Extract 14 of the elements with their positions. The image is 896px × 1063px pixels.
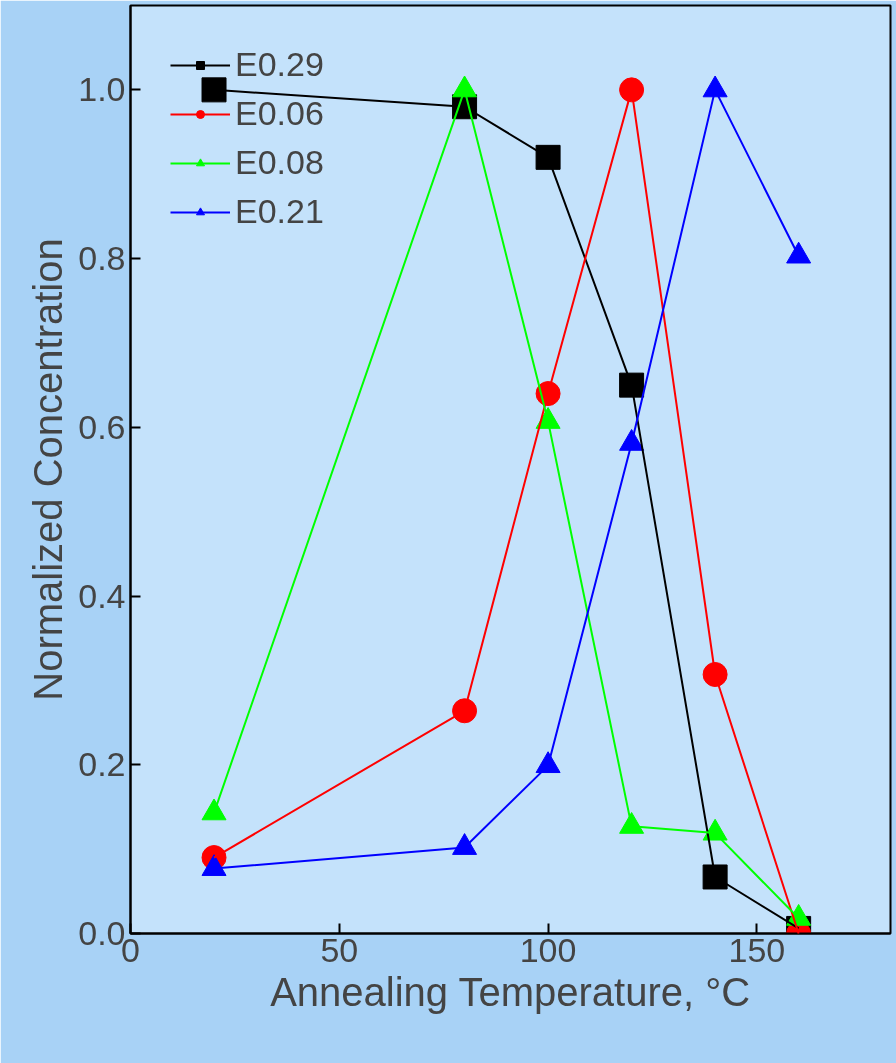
legend-label: E0.21 [235,192,324,231]
x-tick-label: 100 [519,930,577,969]
legend-label: E0.08 [235,143,324,182]
y-tick-label: 0.8 [78,239,126,278]
y-tick-label: 0.2 [78,745,126,784]
legend-label: E0.29 [235,45,324,84]
x-axis-title: Annealing Temperature, °C [270,969,751,1014]
y-tick-label: 1.0 [78,70,126,109]
legend-label: E0.06 [235,94,324,133]
x-tick-label: 50 [320,930,359,969]
y-tick-label: 0.4 [78,576,126,615]
y-tick-label: 0.6 [78,407,126,446]
y-axis-title: Normalized Concentration [26,238,71,701]
x-tick-label: 150 [728,930,786,969]
